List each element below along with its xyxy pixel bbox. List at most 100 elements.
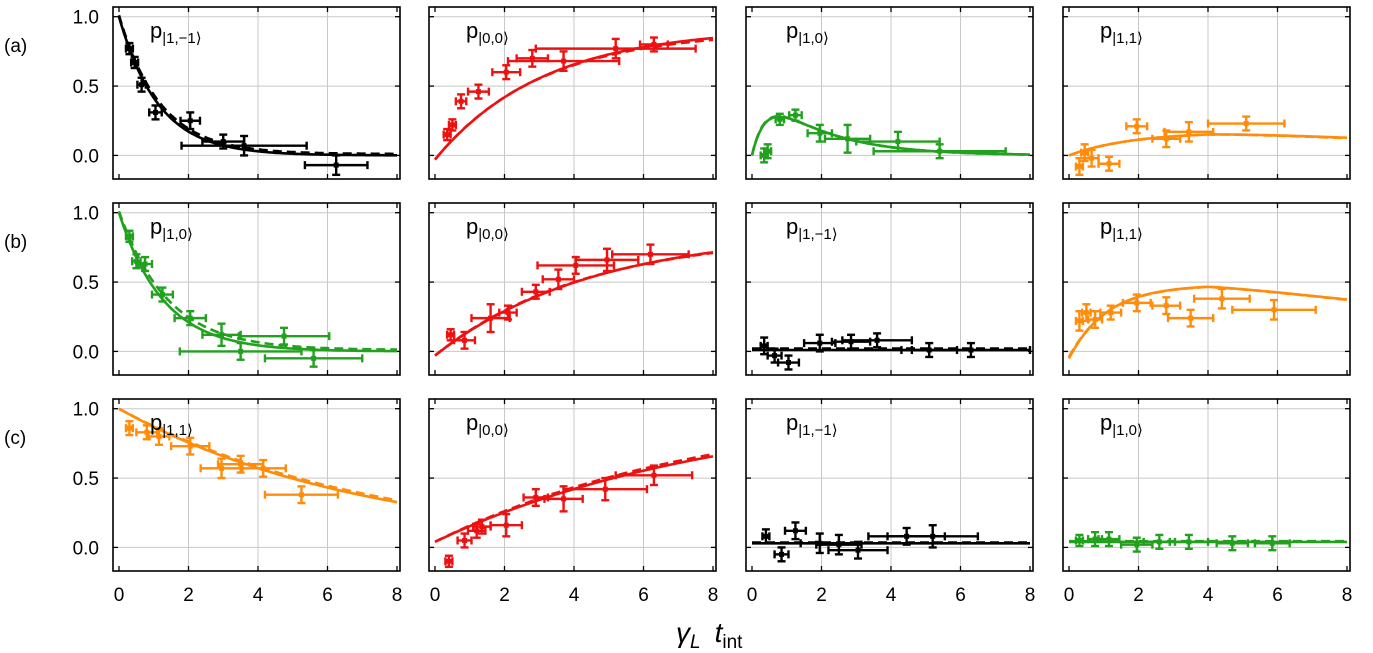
data-point — [611, 243, 690, 266]
x-tick-label: 4 — [886, 585, 897, 606]
y-tick-label: 0.5 — [73, 273, 99, 294]
grid — [429, 7, 716, 179]
ticks — [113, 203, 400, 375]
point-marker — [142, 261, 148, 267]
point-marker — [651, 472, 657, 478]
point-marker — [817, 340, 823, 346]
point-marker — [1134, 542, 1140, 548]
point-marker — [555, 276, 561, 282]
x-tick-label: 8 — [1025, 585, 1036, 606]
point-marker — [647, 251, 653, 257]
point-marker — [333, 162, 339, 168]
data-point — [1192, 287, 1251, 310]
data-point — [466, 83, 491, 100]
point-marker — [126, 425, 132, 431]
ticks — [1063, 203, 1350, 375]
point-marker — [651, 41, 657, 47]
panel-label-main: p — [786, 410, 798, 435]
point-marker — [533, 289, 539, 295]
x-axis-title-t-sub: int — [722, 632, 743, 653]
point-marker — [845, 136, 851, 142]
point-marker — [448, 332, 454, 338]
data-point — [787, 108, 803, 122]
data-point — [762, 143, 773, 160]
x-tick-label: 0 — [747, 585, 758, 606]
panel-c-1: p|1,1⟩ — [112, 398, 401, 572]
data-point — [534, 37, 697, 60]
panel-frame — [1062, 202, 1351, 376]
point-marker — [187, 118, 193, 124]
panel-label: p|1,0⟩ — [150, 214, 193, 243]
point-marker — [604, 257, 610, 263]
data-point — [1215, 535, 1250, 552]
panel-label-main: p — [466, 18, 478, 43]
panel-label: p|1,1⟩ — [1100, 18, 1143, 47]
data-point — [136, 255, 154, 273]
point-marker — [260, 465, 266, 471]
data-point — [147, 426, 171, 446]
fit-line-dashed — [118, 407, 398, 502]
point-marker — [446, 558, 452, 564]
panel-frame — [428, 6, 717, 180]
data-point — [759, 336, 769, 356]
point-marker — [968, 347, 974, 353]
data-point — [1074, 533, 1085, 548]
grid — [1063, 203, 1350, 375]
y-tick-label: 0.0 — [73, 538, 99, 559]
point-marker — [219, 332, 225, 338]
y-tick-label: 1.0 — [73, 204, 99, 225]
panel-label-sub: |1,0⟩ — [1112, 422, 1143, 439]
point-marker — [479, 524, 485, 530]
point-marker — [139, 82, 145, 88]
data-point — [827, 540, 889, 560]
point-marker — [1229, 540, 1235, 546]
point-marker — [449, 122, 455, 128]
data-point — [456, 532, 473, 549]
data-point — [774, 112, 786, 127]
y-tick-label: 1.0 — [73, 8, 99, 29]
data-point — [173, 309, 208, 327]
point-marker — [1271, 307, 1277, 313]
panel-label-sub: |0,0⟩ — [478, 422, 509, 439]
panel-label: p|1,−1⟩ — [150, 18, 202, 47]
panel-label-sub: |1,−1⟩ — [798, 422, 837, 439]
point-marker — [561, 496, 567, 502]
point-marker — [311, 355, 317, 361]
data-point — [491, 64, 522, 81]
point-marker — [777, 116, 783, 122]
panel-label-sub: |0,0⟩ — [478, 226, 509, 243]
data-point — [178, 341, 303, 361]
data-point — [454, 93, 468, 110]
point-marker — [298, 492, 304, 498]
panel-label-main: p — [786, 18, 798, 43]
point-marker — [817, 130, 823, 136]
point-marker — [126, 233, 132, 239]
ticks — [429, 7, 716, 179]
x-tick-label: 2 — [183, 585, 194, 606]
row-label-b: (b) — [4, 232, 27, 253]
point-marker — [462, 537, 468, 543]
point-marker — [1076, 537, 1082, 543]
point-marker — [779, 551, 785, 557]
x-tick-label: 0 — [1064, 585, 1075, 606]
fit-line-solid — [1068, 133, 1347, 157]
panel-a-2: p|0,0⟩ — [428, 6, 717, 180]
point-marker — [761, 152, 767, 158]
ticks — [429, 203, 716, 375]
x-axis-title: γL tint — [676, 617, 743, 653]
fit-line-dashed — [434, 452, 714, 544]
panel-label-main: p — [786, 214, 798, 239]
point-marker — [1156, 539, 1162, 545]
y-tick-labels: 1.0 0.5 0.0 1.0 0.5 0.0 1.0 0.5 0.0 — [73, 8, 99, 560]
x-tick-label: 0 — [114, 585, 125, 606]
panel-a-4: p|1,1⟩ — [1062, 6, 1351, 180]
grid — [746, 203, 1033, 375]
data-point — [1097, 530, 1121, 548]
panel-frame — [112, 202, 401, 376]
panel-label: p|1,1⟩ — [1100, 214, 1143, 243]
data-point — [1074, 156, 1085, 177]
point-marker — [792, 112, 798, 118]
data-point — [823, 123, 872, 154]
fit-line-solid — [1067, 285, 1348, 359]
